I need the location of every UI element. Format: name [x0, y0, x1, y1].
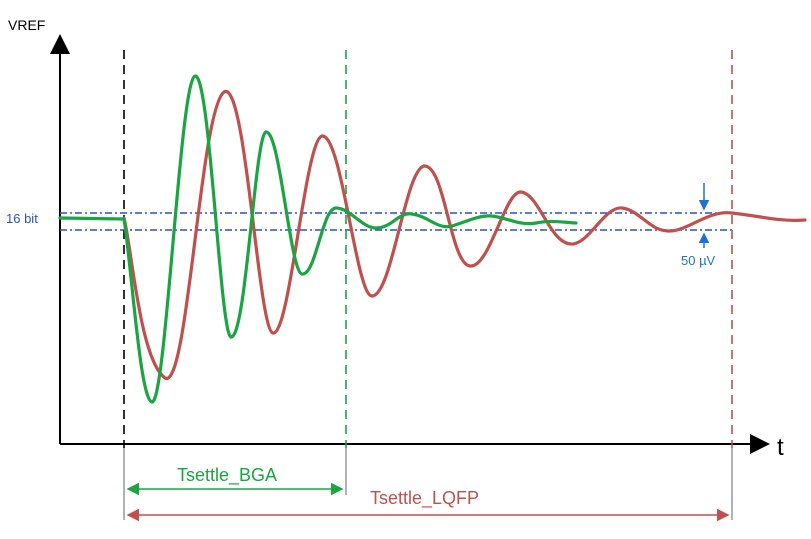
bga-waveform [58, 74, 578, 404]
bga-interval-label: Tsettle_BGA [177, 465, 277, 486]
tolerance-label: 50 µV [681, 253, 716, 268]
x-axis-label: t [777, 434, 784, 461]
lqfp-interval-label: Tsettle_LQFP [370, 488, 479, 509]
y-axis-label: VREF [8, 17, 45, 33]
band-label: 16 bit [6, 211, 38, 226]
lqfp-waveform [122, 90, 807, 380]
